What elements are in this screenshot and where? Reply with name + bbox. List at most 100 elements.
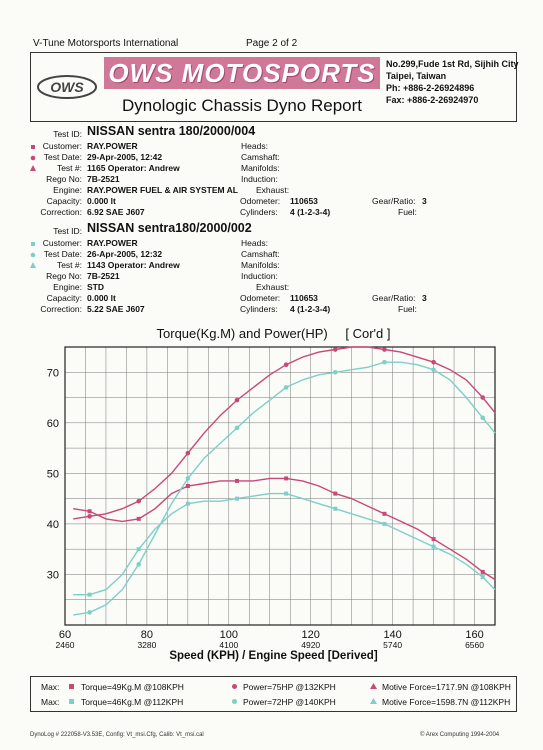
odometer-value: 110653 — [290, 196, 318, 206]
label: Cylinders: — [240, 304, 278, 314]
square-marker-icon — [69, 684, 74, 689]
label: Cylinders: — [240, 207, 278, 217]
triangle-marker-icon — [370, 698, 377, 704]
label: Test Date: — [43, 249, 82, 259]
torque-point — [284, 491, 289, 496]
legend-markers — [69, 684, 74, 704]
power-point — [136, 498, 142, 504]
footer-copyright: © Arex Computing 1994-2004 — [420, 732, 500, 738]
torque-line-run2 — [73, 492, 496, 596]
run-info-2: Test ID: NISSAN sentra180/2000/002 Custo… — [0, 221, 543, 323]
y-tick-label: 60 — [47, 418, 59, 430]
torque-point — [185, 484, 190, 488]
run-markers — [30, 145, 36, 268]
odometer-value: 110653 — [290, 293, 318, 303]
max-torque-run2: Torque=46Kg.M @112KPH — [81, 697, 184, 707]
test-number-value: 1165 Operator: Andrew — [87, 163, 180, 173]
correction-value: 5.22 SAE J607 — [87, 304, 145, 314]
test-id-value: NISSAN sentra180/2000/002 — [87, 221, 252, 235]
legend-markers — [232, 684, 237, 704]
power-point — [382, 359, 387, 365]
torque-point — [87, 509, 92, 514]
power-point — [431, 367, 436, 373]
label: Gear/Ratio: — [372, 196, 416, 206]
gear-ratio-value: 3 — [422, 293, 427, 303]
footer-config: DynoLog # 222058-V3.53E, Config: Vt_msi.… — [30, 732, 204, 738]
label: Rego No: — [46, 271, 82, 281]
report-header-frame — [30, 52, 517, 122]
label: Manifolds: — [241, 260, 280, 270]
triangle-marker-icon — [30, 262, 36, 268]
label: Engine: — [53, 185, 82, 195]
x-axis-label: Speed (KPH) / Engine Speed [Derived] — [169, 650, 378, 662]
capacity-value: 0.000 lt — [87, 293, 116, 303]
label: Fuel: — [398, 304, 417, 314]
label: Capacity: — [46, 196, 82, 206]
legend-markers — [370, 683, 377, 704]
cylinders-value: 4 (1-2-3-4) — [290, 304, 331, 314]
capacity-value: 0.000 lt — [87, 196, 116, 206]
max-torque-run1: Torque=49Kg.M @108KPH — [81, 682, 184, 692]
x-tick-label: 120 — [302, 629, 320, 641]
report-title: Dynologic Chassis Dyno Report — [122, 96, 362, 115]
torque-point — [185, 501, 190, 506]
power-point — [283, 385, 289, 390]
triangle-marker-icon — [30, 165, 36, 171]
address-line: Fax: +886-2-26924970 — [386, 95, 479, 105]
label: Test #: — [56, 163, 82, 173]
y-tick-label: 30 — [47, 569, 59, 581]
label: Heads: — [241, 141, 268, 151]
circle-marker-icon — [232, 699, 237, 704]
power-point — [185, 450, 191, 456]
torque-point — [333, 506, 338, 511]
label: Induction: — [241, 174, 278, 184]
test-id-value: NISSAN sentra 180/2000/004 — [87, 124, 256, 138]
x-rpm-tick-label: 6560 — [465, 640, 484, 650]
max-force-run1: Motive Force=1717.9N @108KPH — [382, 682, 511, 692]
chart-title-text: Torque(Kg.M) and Power(HP) — [156, 326, 328, 341]
square-marker-icon — [31, 242, 35, 246]
torque-point — [480, 574, 485, 579]
label: Induction: — [241, 271, 278, 281]
max-force-run2: Motive Force=1598.7N @112KPH — [382, 697, 511, 707]
power-point — [382, 347, 387, 352]
label: Fuel: — [398, 207, 417, 217]
label: Camshaft: — [241, 152, 280, 162]
company-name: V-Tune Motorsports International — [33, 38, 179, 49]
circle-marker-icon — [232, 684, 237, 689]
power-point — [283, 362, 289, 367]
label: Rego No: — [46, 174, 82, 184]
engine-value: STD — [87, 282, 104, 292]
x-rpm-tick-label: 3280 — [137, 640, 156, 650]
power-point — [87, 514, 92, 519]
x-tick-label: 160 — [465, 629, 483, 641]
label: Exhaust: — [256, 282, 290, 292]
x-rpm-tick-label: 5740 — [383, 640, 402, 650]
power-point — [480, 415, 486, 421]
label: Heads: — [241, 238, 268, 248]
address-line: Taipei, Taiwan — [386, 71, 447, 81]
page-number: Page 2 of 2 — [246, 38, 298, 49]
address-line: Ph: +886-2-26924896 — [386, 83, 475, 93]
x-rpm-tick-label: 4920 — [301, 640, 320, 650]
label: Customer: — [42, 141, 82, 151]
label: Camshaft: — [241, 249, 280, 259]
test-date-value: 29-Apr-2005, 12:42 — [87, 152, 163, 162]
test-number-value: 1143 Operator: Andrew — [87, 260, 180, 270]
address-line: No.299,Fude 1st Rd, Sijhih City — [386, 59, 519, 69]
square-marker-icon — [31, 145, 35, 149]
max-label: Max: — [41, 682, 60, 692]
label: Exhaust: — [256, 185, 290, 195]
correction-value: 6.92 SAE J607 — [87, 207, 145, 217]
plot-area-border — [64, 346, 496, 626]
torque-point — [382, 511, 387, 516]
gear-ratio-value: 3 — [422, 196, 427, 206]
label: Gear/Ratio: — [372, 293, 416, 303]
rego-value: 7B-2521 — [87, 174, 120, 184]
y-tick-label: 40 — [47, 519, 59, 531]
label: Capacity: — [46, 293, 82, 303]
y-tick-label: 50 — [47, 468, 59, 480]
torque-point — [136, 516, 141, 521]
test-date-value: 26-Apr-2005, 12:32 — [87, 249, 163, 259]
